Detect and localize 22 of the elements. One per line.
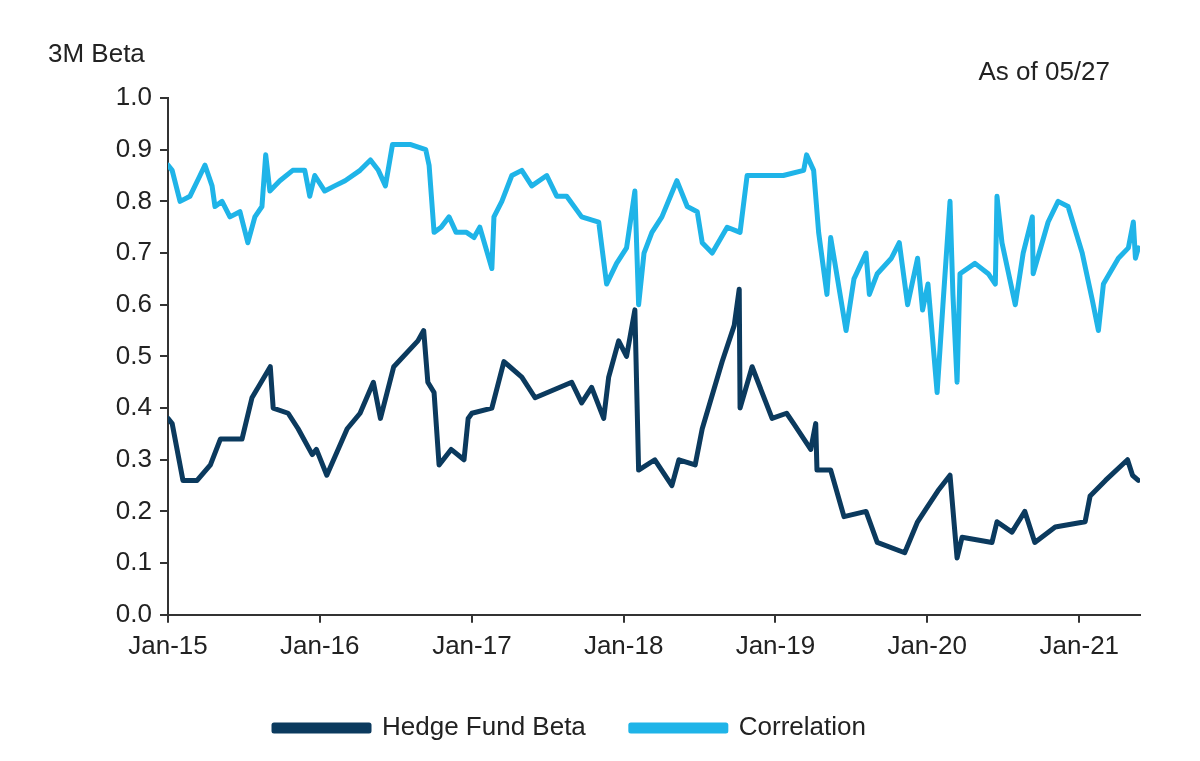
- y-tick-label: 0.1: [115, 546, 152, 577]
- y-tick-label: 0.3: [115, 442, 152, 473]
- legend-label: Correlation: [738, 711, 866, 742]
- y-tick-label: 0.0: [115, 597, 152, 628]
- y-tick-label: 1.0: [115, 81, 152, 112]
- y-axis-title: 3M Beta: [48, 38, 146, 68]
- y-tick-label: 0.2: [115, 494, 152, 525]
- y-tick-label: 0.5: [115, 339, 152, 370]
- y-tick-label: 0.4: [115, 391, 152, 422]
- text: As of 05/27: [978, 56, 1110, 86]
- x-tick-label: Jan-16: [280, 629, 360, 660]
- legend-label: Hedge Fund Beta: [382, 711, 587, 742]
- y-tick-label: 0.7: [115, 236, 152, 267]
- x-tick-label: Jan-17: [432, 629, 512, 660]
- y-tick-label: 0.6: [115, 287, 152, 318]
- x-tick-label: Jan-15: [128, 629, 208, 660]
- x-tick-label: Jan-21: [1039, 629, 1120, 660]
- x-tick-label: Jan-18: [583, 629, 664, 660]
- x-tick-label: Jan-19: [735, 629, 816, 660]
- y-tick-label: 0.8: [115, 184, 152, 215]
- x-tick-label: Jan-20: [887, 629, 967, 660]
- y-tick-label: 0.9: [115, 132, 152, 163]
